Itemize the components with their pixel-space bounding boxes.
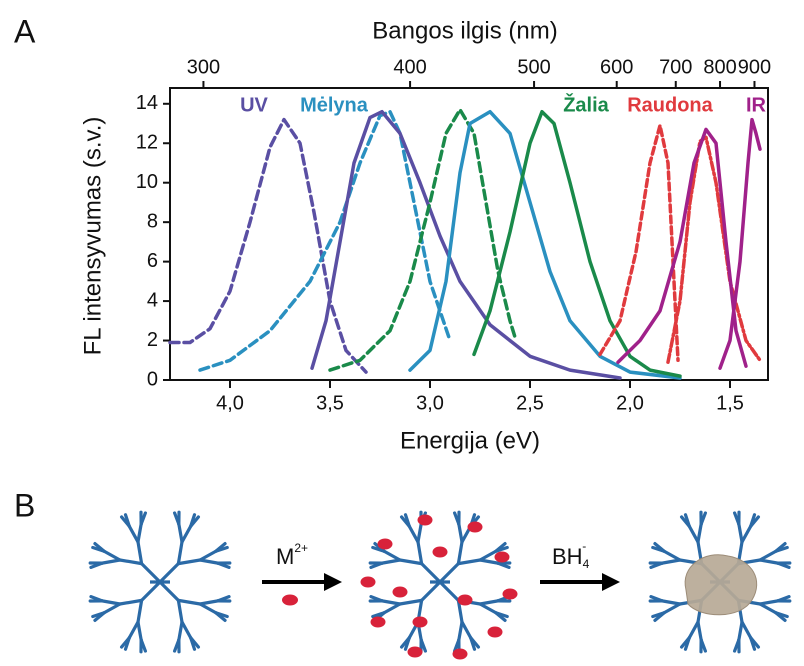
- metal-ion: [495, 552, 510, 563]
- dendrimer: [352, 494, 528, 666]
- metal-ion: [468, 522, 483, 533]
- x2-tick-label: 900: [738, 56, 771, 78]
- metal-ion: [282, 595, 298, 606]
- dendrimer: [72, 494, 248, 666]
- metal-ion: [371, 617, 386, 628]
- y-tick-label: 14: [136, 92, 158, 114]
- panel-label: A: [14, 13, 36, 49]
- metal-ion: [393, 587, 408, 598]
- metal-ion: [458, 595, 473, 606]
- x2-tick-label: 500: [517, 56, 550, 78]
- x-tick-label: 4,0: [216, 392, 244, 414]
- x2-tick-label: 800: [703, 56, 736, 78]
- curve-label: UV: [240, 94, 268, 116]
- metal-ion: [408, 647, 423, 658]
- x-tick-label: 3,0: [416, 392, 444, 414]
- metal-ion: [418, 515, 433, 526]
- step-sub: 4: [583, 557, 590, 571]
- metal-ion: [361, 577, 376, 588]
- nanoparticle: [685, 555, 757, 615]
- metal-ion: [413, 617, 428, 628]
- curve-label: Žalia: [563, 92, 609, 116]
- step-text: M: [276, 544, 294, 569]
- metal-ion: [503, 589, 518, 600]
- metal-ion: [488, 627, 503, 638]
- series-line: [410, 112, 680, 378]
- y-tick-label: 4: [147, 289, 158, 311]
- step-sup: 2+: [294, 541, 308, 555]
- x-axis-label: Energija (eV): [400, 427, 540, 454]
- arrow: [262, 573, 342, 591]
- x-tick-label: 3,5: [316, 392, 344, 414]
- metal-ion: [378, 539, 393, 550]
- figure: A Bangos ilgis (nm) Energija (eV) FL int…: [0, 0, 804, 666]
- x-tick-label: 2,0: [616, 392, 644, 414]
- x-tick-label: 2,5: [516, 392, 544, 414]
- metal-ion: [433, 547, 448, 558]
- series-line: [200, 112, 450, 370]
- y-tick-label: 0: [147, 368, 158, 390]
- step-label: M2+: [276, 541, 308, 569]
- x2-tick-label: 600: [600, 56, 633, 78]
- y-tick-label: 10: [136, 171, 158, 193]
- y-tick-label: 2: [147, 329, 158, 351]
- x2-tick-label: 400: [393, 56, 426, 78]
- y-tick-label: 8: [147, 210, 158, 232]
- arrow: [540, 573, 620, 591]
- curve-label: IR: [746, 94, 767, 116]
- step-sup: -: [582, 539, 586, 553]
- step-label: BH4 -: [552, 539, 590, 571]
- y-tick-label: 6: [147, 250, 158, 272]
- step-text: BH: [552, 544, 583, 569]
- dendrimer: [632, 494, 804, 666]
- panel-label: B: [14, 487, 35, 523]
- x2-tick-label: 300: [187, 56, 220, 78]
- metal-ion: [453, 649, 468, 660]
- y-axis-label: FL intensyvumas (s.v.): [79, 117, 106, 356]
- curve-label: Mėlyna: [300, 94, 369, 116]
- top-axis-label: Bangos ilgis (nm): [372, 17, 557, 44]
- y-tick-label: 12: [136, 132, 158, 154]
- x2-tick-label: 700: [659, 56, 692, 78]
- curve-label: Raudona: [627, 94, 713, 116]
- x-tick-label: 1,5: [716, 392, 744, 414]
